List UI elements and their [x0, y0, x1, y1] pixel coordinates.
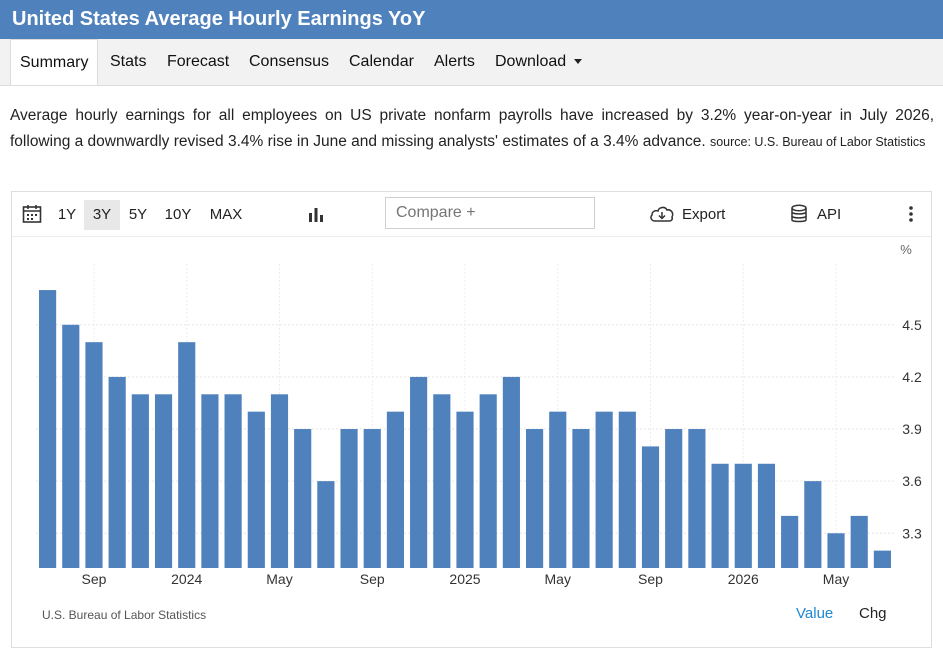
- bar-aug-2024[interactable]: [340, 429, 358, 568]
- range-max-button[interactable]: MAX: [209, 206, 243, 223]
- caret-down-icon: [574, 59, 583, 65]
- bar-may-2025[interactable]: [549, 411, 567, 568]
- bar-jun-2024[interactable]: [294, 429, 312, 568]
- calendar-icon[interactable]: [22, 204, 42, 229]
- title-bar: United States Average Hourly Earnings Yo…: [0, 0, 943, 39]
- chart-panel: 1Y 3Y 5Y 10Y MAX Export: [11, 191, 932, 648]
- bar-nov-2023[interactable]: [131, 394, 149, 568]
- bar-mar-2026[interactable]: [781, 515, 799, 568]
- bar-jul-2026[interactable]: [873, 550, 891, 568]
- chart-bars: [39, 290, 891, 568]
- bar-chart: % 3.33.63.94.24.5 Sep 2024 May Sep 2025 May Se…: [36, 242, 922, 587]
- bar-feb-2024[interactable]: [201, 394, 219, 568]
- bar-may-2024[interactable]: [270, 394, 289, 568]
- database-icon: [790, 204, 808, 229]
- bar-nov-2024[interactable]: [410, 376, 428, 568]
- change-toggle[interactable]: Chg: [859, 605, 887, 622]
- x-axis-labels: Sep 2024 May Sep 2025 May Sep 2026 May: [82, 571, 850, 587]
- value-toggle[interactable]: Value: [796, 605, 834, 622]
- bar-apr-2026[interactable]: [804, 481, 822, 568]
- api-button[interactable]: API: [817, 206, 842, 223]
- bar-mar-2025[interactable]: [502, 376, 520, 568]
- bar-oct-2023[interactable]: [108, 376, 126, 568]
- bar-jul-2023[interactable]: [39, 290, 57, 568]
- y-unit-label: %: [900, 242, 912, 257]
- bar-jan-2024[interactable]: [178, 342, 196, 568]
- x-tick-label: Sep: [82, 571, 107, 587]
- bar-apr-2024[interactable]: [247, 411, 265, 568]
- description-source: source: U.S. Bureau of Labor Statistics: [709, 135, 926, 149]
- bar-aug-2025[interactable]: [618, 411, 636, 568]
- page-title: United States Average Hourly Earnings Yo…: [12, 8, 426, 30]
- compare-input[interactable]: [385, 197, 595, 229]
- x-tick-label: May: [823, 571, 849, 587]
- bar-nov-2025[interactable]: [688, 429, 706, 568]
- bar-feb-2026[interactable]: [757, 463, 776, 568]
- bar-dec-2024[interactable]: [433, 394, 451, 568]
- x-tick-label: 2025: [449, 571, 480, 587]
- bar-dec-2023[interactable]: [154, 394, 173, 568]
- x-tick-label: May: [545, 571, 571, 587]
- chart-toolbar: 1Y 3Y 5Y 10Y MAX Export: [12, 192, 931, 237]
- y-tick-label: 3.9: [902, 421, 922, 437]
- range-5y-button[interactable]: 5Y: [128, 206, 148, 223]
- bar-jul-2024[interactable]: [317, 481, 335, 568]
- tab-consensus[interactable]: Consensus: [249, 53, 330, 70]
- bar-sep-2023[interactable]: [85, 342, 103, 568]
- range-10y-button[interactable]: 10Y: [164, 206, 192, 223]
- chart-type-icon[interactable]: [308, 205, 324, 228]
- bar-jun-2026[interactable]: [850, 515, 868, 568]
- x-tick-label: May: [266, 571, 292, 587]
- bar-apr-2025[interactable]: [525, 429, 544, 568]
- y-axis-labels: 3.3 3.6 3.9 4.2 4.5: [902, 317, 922, 541]
- tab-download-label: Download: [495, 53, 567, 70]
- bar-feb-2025[interactable]: [479, 394, 497, 568]
- x-tick-label: Sep: [360, 571, 385, 587]
- tab-download[interactable]: Download: [495, 39, 583, 85]
- bar-jul-2025[interactable]: [595, 411, 613, 568]
- chart-footer-source: U.S. Bureau of Labor Statistics: [42, 608, 207, 622]
- tab-forecast[interactable]: Forecast: [167, 53, 230, 70]
- bar-dec-2025[interactable]: [711, 463, 729, 568]
- y-tick-label: 4.2: [902, 369, 922, 385]
- bar-sep-2025[interactable]: [641, 446, 660, 568]
- export-button[interactable]: Export: [682, 206, 726, 223]
- bar-sep-2024[interactable]: [363, 429, 381, 568]
- bar-aug-2023[interactable]: [62, 324, 80, 568]
- bar-oct-2025[interactable]: [665, 429, 683, 568]
- bar-oct-2024[interactable]: [386, 411, 405, 568]
- tab-alerts[interactable]: Alerts: [434, 53, 475, 70]
- y-tick-label: 3.6: [902, 473, 922, 489]
- bar-jan-2026[interactable]: [734, 463, 752, 568]
- bar-mar-2024[interactable]: [224, 394, 242, 568]
- bar-jun-2025[interactable]: [572, 429, 590, 568]
- more-options-icon[interactable]: [908, 206, 914, 227]
- bar-may-2026[interactable]: [827, 533, 845, 568]
- nav-tabs: Summary Stats Forecast Consensus Calenda…: [0, 39, 943, 86]
- y-tick-label: 3.3: [902, 525, 922, 541]
- description-text: Average hourly earnings for all employee…: [10, 107, 934, 150]
- x-tick-label: 2024: [171, 571, 202, 587]
- y-tick-label: 4.5: [902, 317, 922, 333]
- tab-summary[interactable]: Summary: [10, 39, 99, 85]
- bar-jan-2025[interactable]: [456, 411, 474, 568]
- range-1y-button[interactable]: 1Y: [57, 206, 77, 223]
- x-tick-label: 2026: [728, 571, 759, 587]
- x-tick-label: Sep: [638, 571, 663, 587]
- tab-calendar[interactable]: Calendar: [349, 53, 414, 70]
- tab-stats[interactable]: Stats: [110, 53, 147, 70]
- description: Average hourly earnings for all employee…: [10, 103, 934, 155]
- range-3y-button[interactable]: 3Y: [84, 200, 120, 230]
- cloud-download-icon[interactable]: [649, 205, 675, 228]
